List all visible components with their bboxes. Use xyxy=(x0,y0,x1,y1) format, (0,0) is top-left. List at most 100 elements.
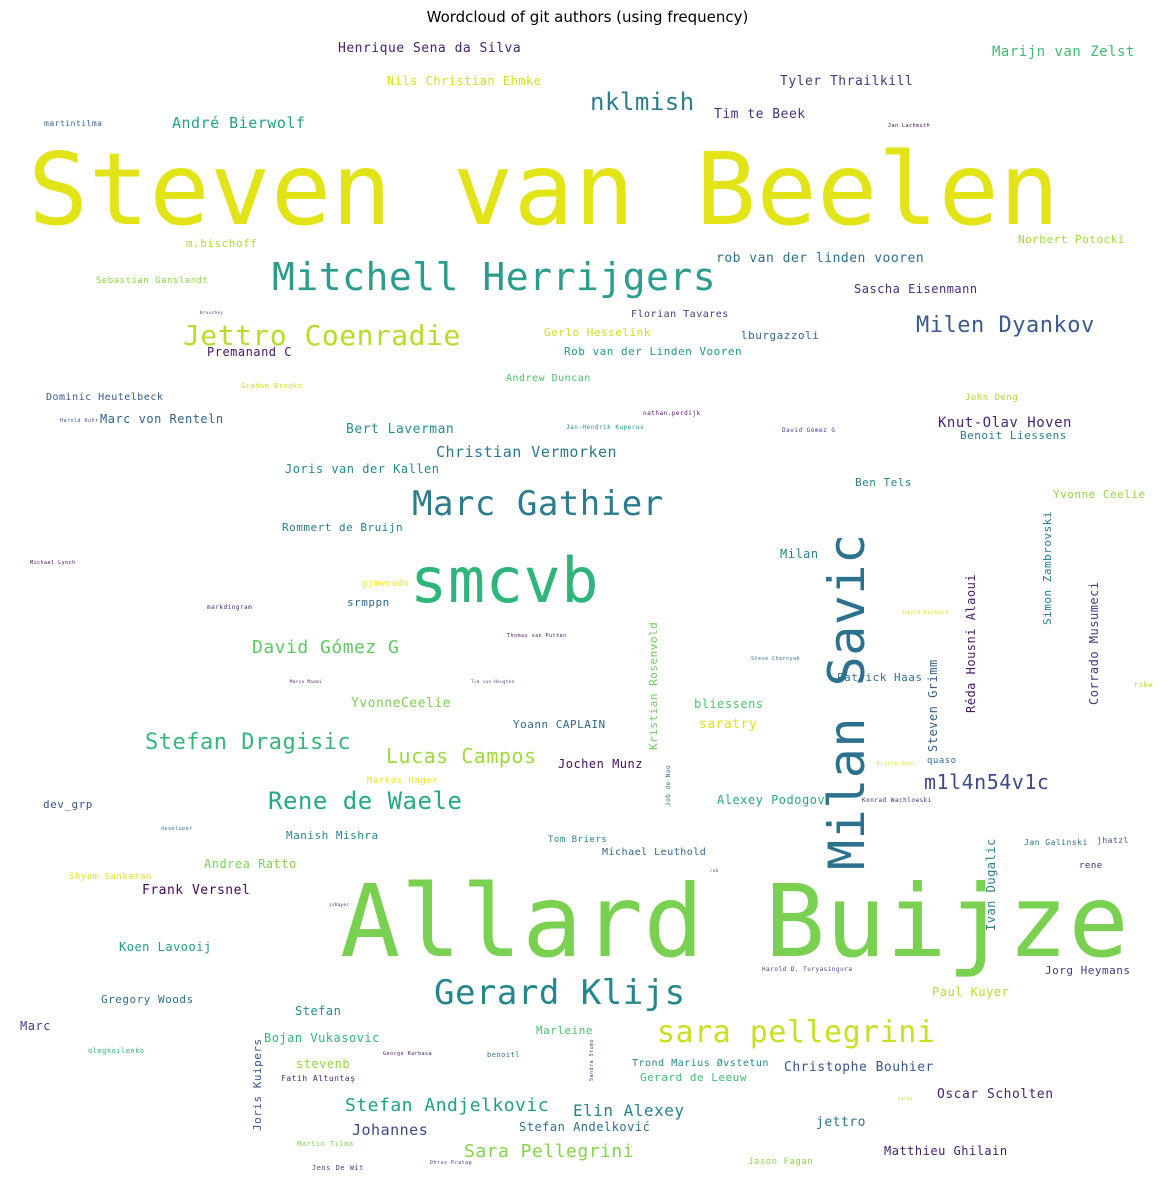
word-119: jettro xyxy=(816,1115,866,1130)
word-100: Jorg Heymans xyxy=(1045,964,1131,977)
word-39: Premanand C xyxy=(207,345,292,359)
word-29: Jan Lachmuth xyxy=(888,123,931,129)
word-84: Konrad Wachlowski xyxy=(862,797,932,804)
word-42: Graham Brooks xyxy=(241,382,303,390)
word-9: Milen Dyankov xyxy=(916,313,1095,338)
word-20: Christian Vermorken xyxy=(436,443,618,461)
word-32: rob van der linden vooren xyxy=(716,251,925,266)
word-103: Stefan xyxy=(295,1004,342,1018)
word-60: gjmwoods xyxy=(362,579,410,589)
word-75: Yoann CAPLAIN xyxy=(513,718,606,731)
word-112: stevenb xyxy=(296,1057,351,1071)
word-101: Paul Kuyer xyxy=(932,985,1010,999)
word-93: rnk xyxy=(710,868,719,873)
word-53: Ben Tels xyxy=(855,476,912,489)
word-64: David Kalkoli xyxy=(903,610,949,616)
word-2: smcvb xyxy=(410,544,600,617)
word-121: Martin Tilma xyxy=(297,1140,354,1148)
word-63: markdingram xyxy=(207,604,253,611)
word-27: Tim te Beek xyxy=(714,107,806,122)
word-36: Florian Tavares xyxy=(631,309,729,320)
word-99: Harold D. Turyasingura xyxy=(762,966,853,973)
word-114: Christophe Bouhier xyxy=(784,1060,934,1075)
word-24: Marijn van Zelst xyxy=(992,44,1135,60)
word-80: Kriyle-Dett xyxy=(877,761,916,767)
word-71: Steven Grimm xyxy=(926,659,940,752)
word-117: Oscar Scholten xyxy=(937,1087,1054,1102)
word-96: Frank Versnel xyxy=(142,883,251,898)
word-16: Stefan Andjelkovic xyxy=(345,1095,550,1116)
word-81: dev_grp xyxy=(43,798,93,811)
word-62: Corrado Musumeci xyxy=(1087,581,1101,705)
word-78: Jochen Munz xyxy=(558,757,643,771)
word-31: Norbert Potocki xyxy=(1018,233,1125,246)
word-3: Milan Savic xyxy=(818,533,876,870)
word-25: Tyler Thrailkill xyxy=(780,74,914,89)
word-72: rikw xyxy=(1134,681,1153,689)
word-110: Sandra Stumo xyxy=(589,1038,595,1081)
word-69: Tim van Heugten xyxy=(471,679,515,684)
word-73: YvonneCeelie xyxy=(351,696,451,711)
word-33: Sebastian Ganslandt xyxy=(96,276,209,286)
word-14: m1l4n54v1c xyxy=(924,770,1050,794)
word-77: quaso xyxy=(927,756,957,766)
word-45: nathan.perdijk xyxy=(643,410,701,417)
word-0: Steven van Beelen xyxy=(28,131,1060,248)
word-82: Job de Noo xyxy=(665,764,672,806)
word-68: Marco Maami xyxy=(290,679,322,684)
word-37: Gerlo Hesselink xyxy=(544,326,651,339)
word-21: André Bierwolf xyxy=(172,114,306,132)
word-97: jsbayer xyxy=(329,902,350,907)
word-90: jhatzl xyxy=(1097,836,1129,845)
word-61: srmppn xyxy=(347,596,390,609)
word-122: Matthieu Ghilain xyxy=(884,1144,1008,1158)
word-79: Markus Hager xyxy=(367,776,439,786)
word-28: martintilma xyxy=(44,119,103,128)
word-87: Tom Briers xyxy=(548,835,608,845)
word-95: Shyam Sankaran xyxy=(69,872,152,882)
word-54: Yvonne Ceelie xyxy=(1053,488,1146,501)
word-10: nklmish xyxy=(590,88,695,116)
word-13: Lucas Campos xyxy=(386,744,537,768)
word-125: Jason Fagan xyxy=(748,1157,814,1167)
word-11: Rene de Waele xyxy=(268,787,463,815)
word-76: saratry xyxy=(699,717,758,732)
word-46: Harold Kuhr xyxy=(60,418,99,424)
word-118: Vardo xyxy=(898,1096,913,1101)
word-56: Simon Zambrovski xyxy=(1041,511,1054,625)
word-18: Elin Alexey xyxy=(573,1101,685,1120)
word-98: Koen Lavooij xyxy=(119,940,212,954)
word-1: Allard Buijze xyxy=(340,863,1130,980)
word-89: Jan Galinski xyxy=(1024,838,1088,847)
word-50: Bert Laverman xyxy=(346,422,455,437)
word-48: Jan-Hendrik Kuperus xyxy=(566,424,645,431)
word-67: Steve Chernyak xyxy=(751,656,801,662)
word-111: Joris Kuipers xyxy=(251,1038,264,1131)
word-57: Milan xyxy=(780,547,819,561)
word-6: Gerard Klijs xyxy=(434,973,686,1013)
word-52: Joris van der Kallen xyxy=(285,462,440,476)
word-109: benoitl xyxy=(487,1051,521,1059)
word-35: bruschey xyxy=(200,310,224,315)
word-120: Stefan Andelković xyxy=(519,1120,651,1134)
word-105: Bojan Vukasovic xyxy=(264,1031,380,1045)
word-108: George Karbasa xyxy=(383,1051,433,1057)
word-17: Sara Pellegrini xyxy=(464,1141,635,1162)
word-22: Knut-Olav Hoven xyxy=(938,415,1072,431)
word-59: Michael Lynch xyxy=(30,560,76,566)
word-15: David Gómez G xyxy=(252,637,400,658)
word-4: Mitchell Herrijgers xyxy=(272,255,717,299)
word-5: Marc Gathier xyxy=(412,484,664,524)
word-86: Manish Mishra xyxy=(286,829,379,842)
word-47: Marc von Renteln xyxy=(100,412,224,426)
word-44: John Deng xyxy=(965,393,1019,403)
word-43: Dominic Heutelbeck xyxy=(46,392,164,403)
word-19: Johannes xyxy=(352,1121,429,1139)
word-40: Rob van der Linden Vooren xyxy=(564,345,743,358)
word-85: developer xyxy=(161,826,193,832)
word-107: olegkoilenko xyxy=(88,1047,145,1055)
word-92: Andrea Ratto xyxy=(204,857,297,871)
word-106: Marleine xyxy=(536,1024,593,1037)
word-88: Ivan Dugalic xyxy=(984,838,998,931)
